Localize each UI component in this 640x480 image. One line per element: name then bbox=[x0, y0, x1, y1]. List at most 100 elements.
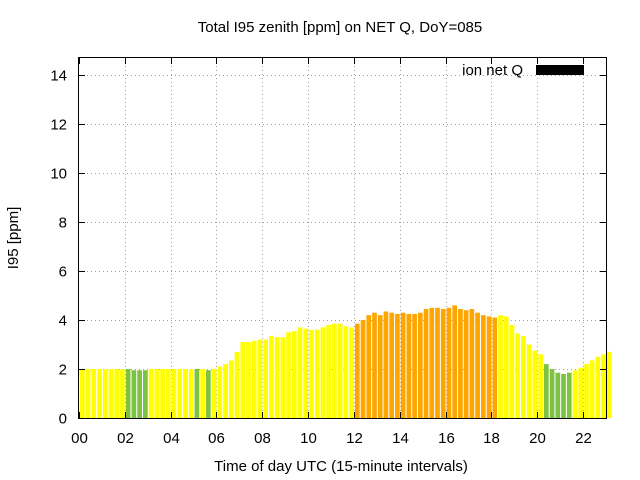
bar bbox=[251, 340, 257, 418]
bar bbox=[194, 369, 200, 418]
bar bbox=[297, 327, 303, 418]
bar bbox=[309, 329, 314, 418]
x-tick-label: 22 bbox=[575, 430, 592, 447]
bar bbox=[532, 350, 538, 418]
y-tick-label: 10 bbox=[50, 166, 67, 183]
bar bbox=[589, 360, 595, 418]
bar-series bbox=[80, 305, 612, 418]
bar bbox=[566, 372, 572, 418]
x-tick-label: 10 bbox=[300, 430, 317, 447]
x-tick-label: 04 bbox=[163, 430, 180, 447]
bar bbox=[269, 335, 274, 418]
bar bbox=[125, 369, 131, 418]
bar bbox=[332, 323, 337, 418]
bar bbox=[320, 327, 326, 418]
y-tick-label: 2 bbox=[59, 362, 67, 379]
y-tick-label: 12 bbox=[50, 117, 67, 134]
bar bbox=[469, 309, 475, 418]
bar bbox=[102, 369, 108, 418]
bar bbox=[521, 335, 526, 418]
bar bbox=[171, 369, 177, 418]
bar bbox=[538, 354, 543, 418]
bar bbox=[372, 312, 377, 418]
bar bbox=[160, 369, 165, 418]
bar bbox=[314, 329, 320, 418]
x-tick-label: 06 bbox=[208, 430, 225, 447]
bar bbox=[578, 367, 584, 418]
y-axis: 0 2 4 6 8 10 12 14 bbox=[50, 68, 606, 428]
bar bbox=[257, 339, 263, 418]
bar bbox=[337, 323, 343, 418]
y-tick-label: 14 bbox=[50, 68, 67, 85]
bar bbox=[85, 369, 91, 418]
bar bbox=[526, 344, 532, 418]
grid-lines bbox=[79, 58, 606, 418]
bar bbox=[131, 370, 137, 418]
bar bbox=[440, 309, 446, 418]
bar bbox=[188, 369, 194, 418]
bar bbox=[211, 369, 217, 418]
bar bbox=[412, 313, 417, 418]
bar bbox=[452, 305, 458, 418]
x-tick-label: 12 bbox=[346, 430, 363, 447]
bar bbox=[291, 331, 297, 418]
bar bbox=[286, 332, 291, 418]
bar bbox=[120, 369, 125, 418]
bar bbox=[154, 369, 160, 418]
legend-label: ion net Q bbox=[462, 62, 523, 79]
bar bbox=[80, 369, 85, 418]
bar bbox=[549, 369, 555, 418]
bar bbox=[274, 337, 280, 418]
bar bbox=[607, 351, 612, 418]
bar bbox=[555, 372, 561, 418]
bar bbox=[435, 307, 440, 418]
y-tick-label: 8 bbox=[59, 215, 67, 232]
x-tick-label: 08 bbox=[254, 430, 271, 447]
x-tick-label: 14 bbox=[392, 430, 409, 447]
bar bbox=[223, 364, 228, 418]
bar bbox=[349, 327, 354, 418]
bar bbox=[183, 369, 188, 418]
y-tick-label: 6 bbox=[59, 264, 67, 281]
bar bbox=[515, 333, 521, 418]
bar bbox=[400, 312, 406, 418]
bar bbox=[165, 369, 171, 418]
bar bbox=[492, 317, 498, 418]
bar bbox=[343, 326, 349, 418]
x-tick-label: 16 bbox=[438, 430, 455, 447]
bar bbox=[446, 307, 452, 418]
bar bbox=[360, 320, 366, 418]
bar bbox=[572, 370, 578, 418]
bar bbox=[543, 364, 549, 418]
bar bbox=[240, 342, 246, 418]
bar bbox=[246, 342, 251, 418]
chart-title: Total I95 zenith [ppm] on NET Q, DoY=085 bbox=[198, 19, 482, 36]
x-tick-label: 20 bbox=[529, 430, 546, 447]
bar bbox=[234, 351, 240, 418]
bar bbox=[326, 324, 332, 418]
x-tick-label: 02 bbox=[117, 430, 134, 447]
bar bbox=[498, 315, 503, 418]
bar bbox=[143, 370, 148, 418]
bar bbox=[601, 354, 606, 418]
bar bbox=[458, 309, 463, 418]
x-axis-label: Time of day UTC (15-minute intervals) bbox=[214, 458, 468, 475]
bar bbox=[429, 307, 435, 418]
bar bbox=[509, 324, 515, 418]
y-tick-label: 0 bbox=[59, 411, 67, 428]
bar bbox=[561, 373, 566, 418]
bar bbox=[97, 369, 102, 418]
bar bbox=[503, 316, 509, 418]
bar bbox=[280, 337, 286, 418]
bar bbox=[406, 313, 412, 418]
bar bbox=[108, 369, 114, 418]
bar bbox=[417, 312, 423, 418]
y-tick-label: 4 bbox=[59, 313, 67, 330]
bar bbox=[148, 369, 154, 418]
bar bbox=[480, 315, 486, 418]
bar bbox=[584, 364, 589, 418]
legend-swatch bbox=[536, 65, 584, 75]
bar bbox=[217, 366, 223, 418]
bar bbox=[389, 312, 395, 418]
